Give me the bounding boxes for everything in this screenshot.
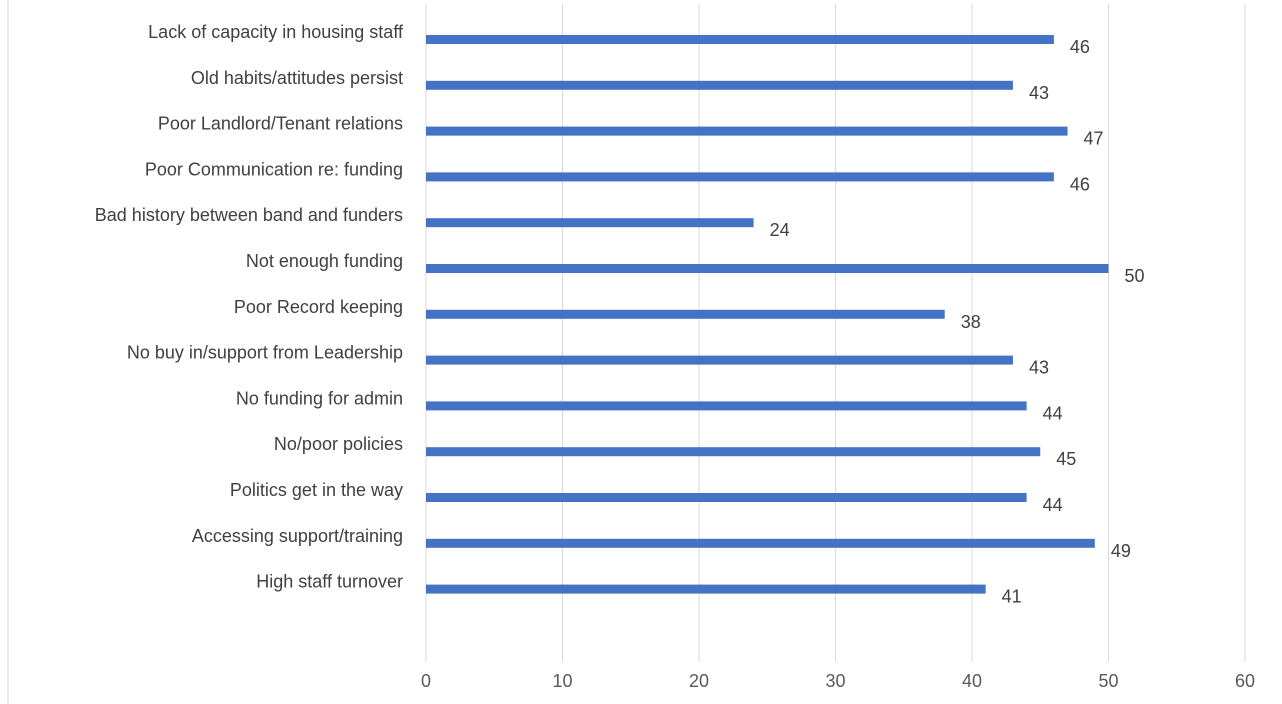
category-label: Poor Landlord/Tenant relations bbox=[158, 114, 403, 134]
category-label: Not enough funding bbox=[246, 251, 403, 271]
x-axis-tick-labels: 0 10 20 30 40 50 60 bbox=[421, 671, 1255, 691]
bar bbox=[426, 126, 1068, 136]
data-label: 41 bbox=[1002, 587, 1022, 607]
x-tick-label: 60 bbox=[1235, 671, 1255, 691]
x-tick-label: 10 bbox=[552, 671, 572, 691]
data-label: 44 bbox=[1043, 495, 1063, 515]
category-label: Politics get in the way bbox=[230, 480, 403, 500]
data-label: 44 bbox=[1043, 403, 1063, 423]
data-label: 45 bbox=[1056, 449, 1076, 469]
bar bbox=[426, 493, 1027, 502]
bar bbox=[426, 218, 754, 228]
category-label: Poor Communication re: funding bbox=[145, 159, 403, 179]
data-label: 43 bbox=[1029, 358, 1049, 378]
x-tick-label: 0 bbox=[421, 671, 431, 691]
bar bbox=[426, 447, 1041, 457]
x-tick-label: 40 bbox=[962, 671, 982, 691]
bar bbox=[426, 401, 1027, 411]
data-label: 46 bbox=[1070, 37, 1090, 57]
category-label: High staff turnover bbox=[256, 572, 403, 592]
bar bbox=[426, 538, 1095, 548]
bars bbox=[426, 35, 1109, 594]
value-labels: 46 43 47 46 24 50 38 43 44 45 44 49 41 bbox=[770, 37, 1145, 607]
data-label: 47 bbox=[1084, 129, 1104, 149]
category-label: No buy in/support from Leadership bbox=[127, 343, 403, 363]
bar bbox=[426, 584, 986, 594]
data-label: 50 bbox=[1125, 266, 1145, 286]
bar bbox=[426, 80, 1013, 90]
data-label: 24 bbox=[770, 220, 790, 240]
data-label: 46 bbox=[1070, 174, 1090, 194]
data-label: 49 bbox=[1111, 541, 1131, 561]
category-label: Poor Record keeping bbox=[234, 297, 403, 317]
category-label: No funding for admin bbox=[236, 388, 403, 408]
category-label: Lack of capacity in housing staff bbox=[148, 22, 404, 42]
category-label: Accessing support/training bbox=[192, 526, 403, 546]
data-label: 43 bbox=[1029, 83, 1049, 103]
bar bbox=[426, 264, 1109, 273]
bar bbox=[426, 355, 1013, 365]
x-tick-label: 50 bbox=[1098, 671, 1118, 691]
category-label: No/poor policies bbox=[274, 434, 403, 454]
x-tick-label: 30 bbox=[825, 671, 845, 691]
data-label: 38 bbox=[961, 312, 981, 332]
bar bbox=[426, 309, 945, 319]
category-label: Bad history between band and funders bbox=[95, 205, 403, 225]
x-tick-label: 20 bbox=[689, 671, 709, 691]
gridlines bbox=[425, 4, 1246, 662]
bar bbox=[426, 35, 1054, 44]
bar bbox=[426, 172, 1054, 182]
category-labels: Lack of capacity in housing staff Old hab… bbox=[95, 22, 404, 592]
category-label: Old habits/attitudes persist bbox=[191, 68, 403, 88]
